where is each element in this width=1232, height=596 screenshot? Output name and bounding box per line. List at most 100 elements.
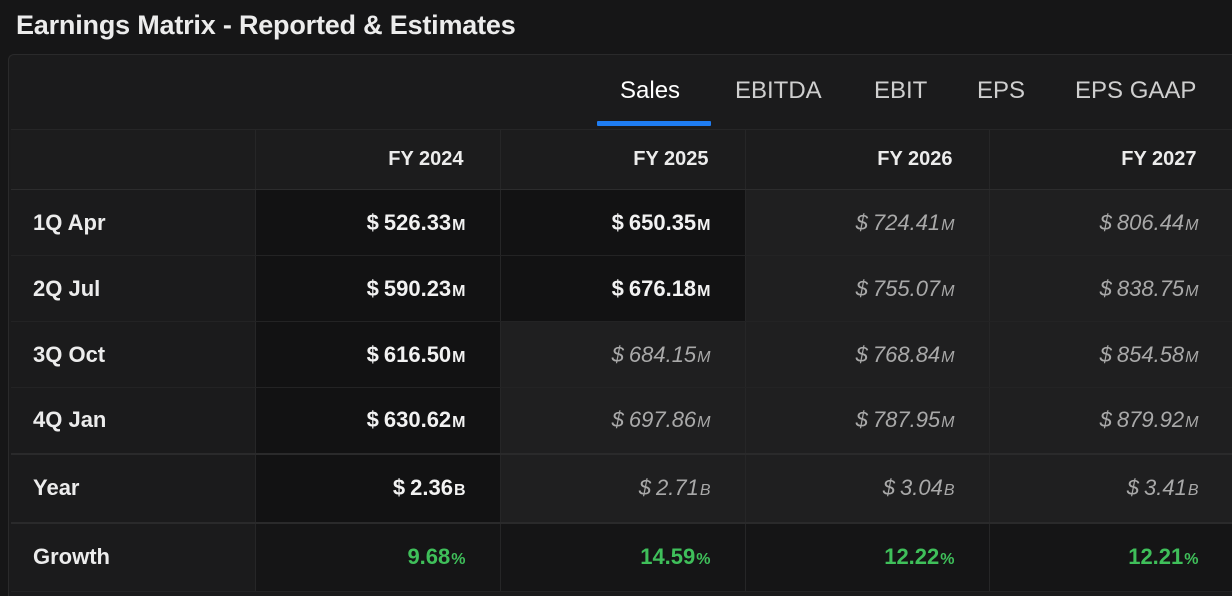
value-number: 12.22 xyxy=(884,544,940,570)
row-label: 4Q Jan xyxy=(11,387,256,454)
reported-value-cell: $2.36B xyxy=(255,452,501,523)
estimate-value-cell: $879.92M xyxy=(989,387,1232,454)
value-unit: % xyxy=(1184,551,1199,569)
currency-symbol: $ xyxy=(1099,341,1112,367)
currency-symbol: $ xyxy=(855,275,868,301)
value-unit: M xyxy=(941,348,955,366)
value-unit: M xyxy=(941,216,955,234)
estimate-value-cell: $787.95M xyxy=(745,387,990,454)
tab-ebitda[interactable]: EBITDA xyxy=(735,77,822,104)
value-unit: M xyxy=(1185,348,1199,366)
active-tab-indicator xyxy=(597,121,711,126)
table-row: Year $2.36B $2.71B $3.04B $3.41B xyxy=(11,452,1232,523)
growth-cell: 9.68% xyxy=(255,521,501,592)
tab-eps-gaap[interactable]: EPS GAAP xyxy=(1075,77,1197,104)
value-number: 2.71 xyxy=(656,475,699,500)
currency-symbol: $ xyxy=(366,341,379,367)
value-unit: M xyxy=(697,282,711,300)
value-unit: M xyxy=(697,414,711,432)
value-number: 630.62 xyxy=(383,407,452,433)
tab-eps[interactable]: EPS xyxy=(977,77,1026,104)
currency-symbol: $ xyxy=(855,407,868,433)
row-label: Growth xyxy=(11,521,256,592)
column-header-label xyxy=(11,129,256,190)
value-unit: M xyxy=(941,282,955,300)
value-number: 879.92 xyxy=(1116,407,1185,433)
value-number: 3.04 xyxy=(900,475,943,500)
value-unit: % xyxy=(940,551,955,569)
value-number: 768.84 xyxy=(872,341,941,367)
reported-value-cell: $676.18M xyxy=(500,255,746,322)
estimate-value-cell: $3.41B xyxy=(989,452,1232,523)
value-number: 806.44 xyxy=(1116,209,1185,235)
currency-symbol: $ xyxy=(638,475,651,500)
value-unit: M xyxy=(697,216,711,234)
value-number: 838.75 xyxy=(1116,275,1185,301)
tab-ebit[interactable]: EBIT xyxy=(874,77,928,104)
value-unit: % xyxy=(696,551,711,569)
currency-symbol: $ xyxy=(855,209,868,235)
value-number: 650.35 xyxy=(628,209,697,235)
currency-symbol: $ xyxy=(855,341,868,367)
estimate-value-cell: $724.41M xyxy=(745,189,990,256)
table-row: 3Q Oct $616.50M $684.15M $768.84M $854.58M xyxy=(11,321,1232,388)
value-unit: M xyxy=(697,348,711,366)
reported-value-cell: $526.33M xyxy=(255,189,501,256)
value-number: 590.23 xyxy=(383,275,452,301)
table-header-row: FY 2024 FY 2025 FY 2026 FY 2027 xyxy=(11,129,1232,190)
earnings-matrix-card: Sales EBITDA EBIT EPS EPS GAAP FY 2024 F… xyxy=(8,54,1232,596)
growth-cell: 12.21% xyxy=(989,521,1232,592)
value-number: 676.18 xyxy=(628,275,697,301)
value-unit: M xyxy=(941,414,955,432)
page-title: Earnings Matrix - Reported & Estimates xyxy=(16,10,516,40)
value-unit: M xyxy=(1185,414,1199,432)
currency-symbol: $ xyxy=(1099,407,1112,433)
currency-symbol: $ xyxy=(366,209,379,235)
value-number: 684.15 xyxy=(628,341,697,367)
column-header-fy2025: FY 2025 xyxy=(500,129,746,190)
table-row: 2Q Jul $590.23M $676.18M $755.07M $838.75M xyxy=(11,255,1232,322)
row-label: 2Q Jul xyxy=(11,255,256,322)
reported-value-cell: $650.35M xyxy=(500,189,746,256)
metric-tabs: Sales EBITDA EBIT EPS EPS GAAP xyxy=(9,55,1232,129)
estimate-value-cell: $684.15M xyxy=(500,321,746,388)
value-unit: M xyxy=(1185,282,1199,300)
value-unit: B xyxy=(943,482,955,499)
currency-symbol: $ xyxy=(611,209,624,235)
reported-value-cell: $616.50M xyxy=(255,321,501,388)
value-unit: M xyxy=(1185,216,1199,234)
column-header-fy2024: FY 2024 xyxy=(255,129,501,190)
value-unit: B xyxy=(453,482,466,499)
currency-symbol: $ xyxy=(392,475,406,500)
value-number: 755.07 xyxy=(872,275,941,301)
row-label: 1Q Apr xyxy=(11,189,256,256)
table-row: Growth 9.68% 14.59% 12.22% 12.21% xyxy=(11,521,1232,592)
growth-cell: 12.22% xyxy=(745,521,990,592)
growth-cell: 14.59% xyxy=(500,521,746,592)
value-unit: M xyxy=(452,414,466,432)
estimate-value-cell: $854.58M xyxy=(989,321,1232,388)
estimate-value-cell: $2.71B xyxy=(500,452,746,523)
value-unit: B xyxy=(1187,482,1199,499)
currency-symbol: $ xyxy=(882,475,895,500)
column-header-fy2026: FY 2026 xyxy=(745,129,990,190)
currency-symbol: $ xyxy=(1126,475,1139,500)
value-unit: B xyxy=(699,482,711,499)
value-number: 787.95 xyxy=(872,407,941,433)
currency-symbol: $ xyxy=(366,275,379,301)
value-number: 724.41 xyxy=(872,209,941,235)
estimate-value-cell: $755.07M xyxy=(745,255,990,322)
value-unit: % xyxy=(451,551,466,569)
value-number: 526.33 xyxy=(383,209,452,235)
estimate-value-cell: $768.84M xyxy=(745,321,990,388)
tab-sales[interactable]: Sales xyxy=(620,77,681,104)
value-number: 697.86 xyxy=(628,407,697,433)
reported-value-cell: $630.62M xyxy=(255,387,501,454)
value-unit: M xyxy=(452,282,466,300)
reported-value-cell: $590.23M xyxy=(255,255,501,322)
value-unit: M xyxy=(452,348,466,366)
estimate-value-cell: $806.44M xyxy=(989,189,1232,256)
value-unit: M xyxy=(452,216,466,234)
value-number: 3.41 xyxy=(1144,475,1187,500)
currency-symbol: $ xyxy=(611,407,624,433)
